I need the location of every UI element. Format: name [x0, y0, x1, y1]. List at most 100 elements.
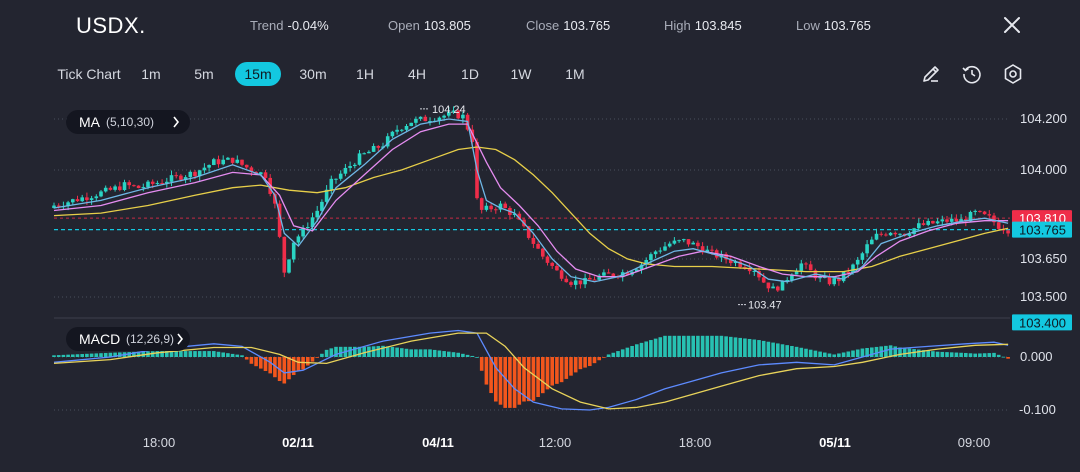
low-annotation: 103.47	[748, 300, 782, 312]
draw-icon[interactable]	[919, 62, 943, 86]
candle-up	[306, 227, 310, 229]
timeframe-1d[interactable]: 1D	[461, 66, 479, 82]
timeframe-15m[interactable]: 15m	[235, 62, 281, 86]
macd-bar	[813, 350, 818, 357]
candle-up	[89, 198, 94, 200]
macd-bar	[348, 346, 352, 357]
candle-up	[780, 280, 785, 291]
macd-bar	[226, 353, 230, 357]
macd-bar	[888, 345, 893, 357]
candle-down	[921, 223, 926, 225]
candle-up	[348, 166, 352, 168]
candle-up	[315, 210, 319, 218]
macd-bar	[705, 335, 710, 357]
candle-up	[226, 157, 230, 160]
macd-bar	[118, 352, 122, 357]
macd-bar	[893, 346, 898, 357]
candle-down	[517, 213, 522, 220]
macd-bar	[729, 336, 733, 357]
timeframe-1m[interactable]: 1m	[141, 66, 161, 82]
macd-line	[53, 329, 1009, 411]
macd-bar	[230, 353, 235, 357]
macd-bar	[235, 354, 240, 357]
candle-down	[150, 181, 155, 184]
macd-bar	[743, 338, 747, 357]
candle-up	[197, 170, 202, 177]
candle-down	[827, 276, 832, 285]
macd-bar	[761, 340, 766, 357]
candle-up	[602, 272, 606, 276]
timeframe-4h[interactable]: 4H	[408, 66, 426, 82]
candle-up	[320, 201, 324, 211]
macd-bar	[564, 357, 569, 379]
candle-up	[855, 259, 860, 265]
macd-bar	[470, 355, 475, 357]
macd-bar	[691, 335, 695, 357]
candle-down	[545, 256, 550, 263]
candle-down	[588, 277, 592, 280]
candle-up	[653, 251, 658, 255]
timeframe-bar: Tick Chart 1m 5m 15m 30m 1H 4H 1D 1W 1M	[54, 62, 614, 86]
macd-bar	[381, 345, 385, 357]
candle-up	[912, 228, 916, 234]
candle-up	[573, 280, 578, 285]
min-price-label: 103.400	[1019, 315, 1066, 330]
macd-bar	[75, 354, 80, 357]
candle-down	[569, 282, 573, 285]
macd-bar	[827, 353, 832, 357]
candle-up	[635, 269, 639, 272]
macd-bar	[611, 352, 616, 357]
timeframe-1m-month[interactable]: 1M	[565, 66, 585, 82]
candle-up	[512, 213, 517, 215]
timeframe-5m[interactable]: 5m	[194, 66, 214, 82]
ma10-line	[53, 123, 1009, 278]
ask-price-label-bg	[1012, 221, 1072, 238]
candle-down	[85, 197, 89, 200]
macd-bar	[841, 352, 846, 357]
macd-bar	[136, 351, 141, 357]
candle-down	[776, 286, 780, 291]
macd-bar	[804, 348, 808, 357]
macd-bar	[296, 357, 301, 371]
candle-down	[884, 234, 888, 236]
settings-icon[interactable]	[1001, 62, 1025, 86]
candle-up	[874, 233, 879, 240]
candle-down	[954, 218, 959, 222]
candle-down	[1006, 230, 1010, 234]
history-icon[interactable]	[960, 62, 984, 86]
macd-bar	[301, 357, 305, 370]
candle-up	[644, 260, 648, 265]
candle-down	[945, 219, 949, 222]
macd-bar	[395, 347, 399, 357]
macd-bar	[329, 348, 334, 357]
candle-down	[757, 270, 761, 278]
timeframe-1h[interactable]: 1H	[356, 66, 374, 82]
macd-bar	[832, 354, 836, 357]
macd-bar	[710, 335, 714, 357]
timeframe-1w[interactable]: 1W	[510, 66, 532, 82]
candle-down	[136, 185, 141, 189]
candle-down	[564, 278, 569, 283]
macd-bar	[183, 351, 188, 357]
macd-bar	[949, 352, 954, 357]
macd-bar	[630, 345, 634, 357]
candle-down	[978, 210, 982, 212]
macd-bar	[165, 351, 169, 357]
candle-down	[747, 268, 752, 272]
time-axis-tick: 18:00	[143, 435, 176, 450]
timeframe-tick-chart[interactable]: Tick Chart	[57, 66, 121, 82]
macd-indicator-button[interactable]: MACD (12,26,9)	[66, 327, 190, 351]
candle-up	[235, 159, 240, 163]
timeframe-30m[interactable]: 30m	[299, 66, 327, 82]
macd-bar	[212, 351, 216, 357]
ma-indicator-button[interactable]: MA (5,10,30)	[66, 110, 190, 134]
macd-axis-tick: 0.000	[1020, 349, 1053, 364]
candle-up	[353, 164, 357, 167]
candle-up	[898, 233, 902, 235]
candle-down	[804, 263, 808, 265]
candle-up	[639, 264, 644, 270]
macd-bar	[719, 335, 724, 357]
macd-bar	[545, 357, 550, 390]
close-icon[interactable]	[1001, 14, 1023, 36]
